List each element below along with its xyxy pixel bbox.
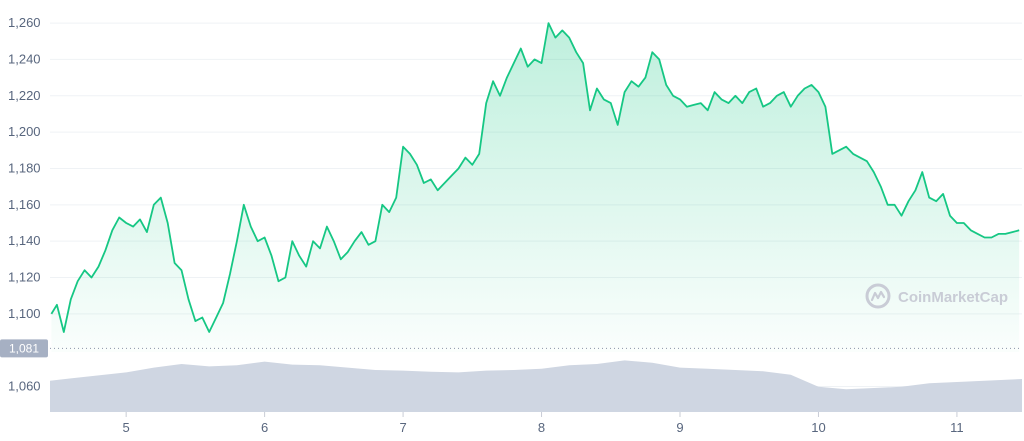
y-tick-label: 1,260 [8,15,41,30]
volume-area [50,360,1022,412]
x-axis-ticks: 5 6 7 8 9 10 11 [123,412,964,435]
x-tick-label: 5 [123,420,130,435]
x-tick-label: 11 [950,420,964,435]
watermark-text: CoinMarketCap [898,289,1008,306]
y-tick-label: 1,160 [8,197,41,212]
y-tick-label: 1,060 [8,379,41,394]
price-area [51,23,1020,352]
price-area-fill [51,23,1020,352]
y-tick-label: 1,180 [8,160,41,175]
y-tick-label: 1,120 [8,270,41,285]
price-line [50,22,1020,333]
y-axis-ticks: 1,260 1,240 1,220 1,200 1,180 1,160 1,140 1,120… [8,15,41,393]
reference-label: 1,081 [9,341,39,355]
y-tick-label: 1,240 [8,51,41,66]
x-tick-label: 10 [811,420,825,435]
watermark: CoinMarketCap [865,283,1008,309]
y-tick-label: 1,220 [8,88,41,103]
volume-series [50,360,1022,412]
y-tick-label: 1,200 [8,124,41,139]
y-tick-label: 1,140 [8,233,41,248]
x-tick-label: 7 [399,420,406,435]
y-tick-label: 1,100 [8,306,41,321]
coinmarketcap-logo-icon [865,283,891,309]
x-tick-label: 6 [261,420,268,435]
reference-line: 1,081 [0,339,1022,358]
reference-label-bg [0,339,48,358]
price-series [50,22,1020,333]
x-tick-label: 9 [676,420,683,435]
x-tick-label: 8 [538,420,545,435]
